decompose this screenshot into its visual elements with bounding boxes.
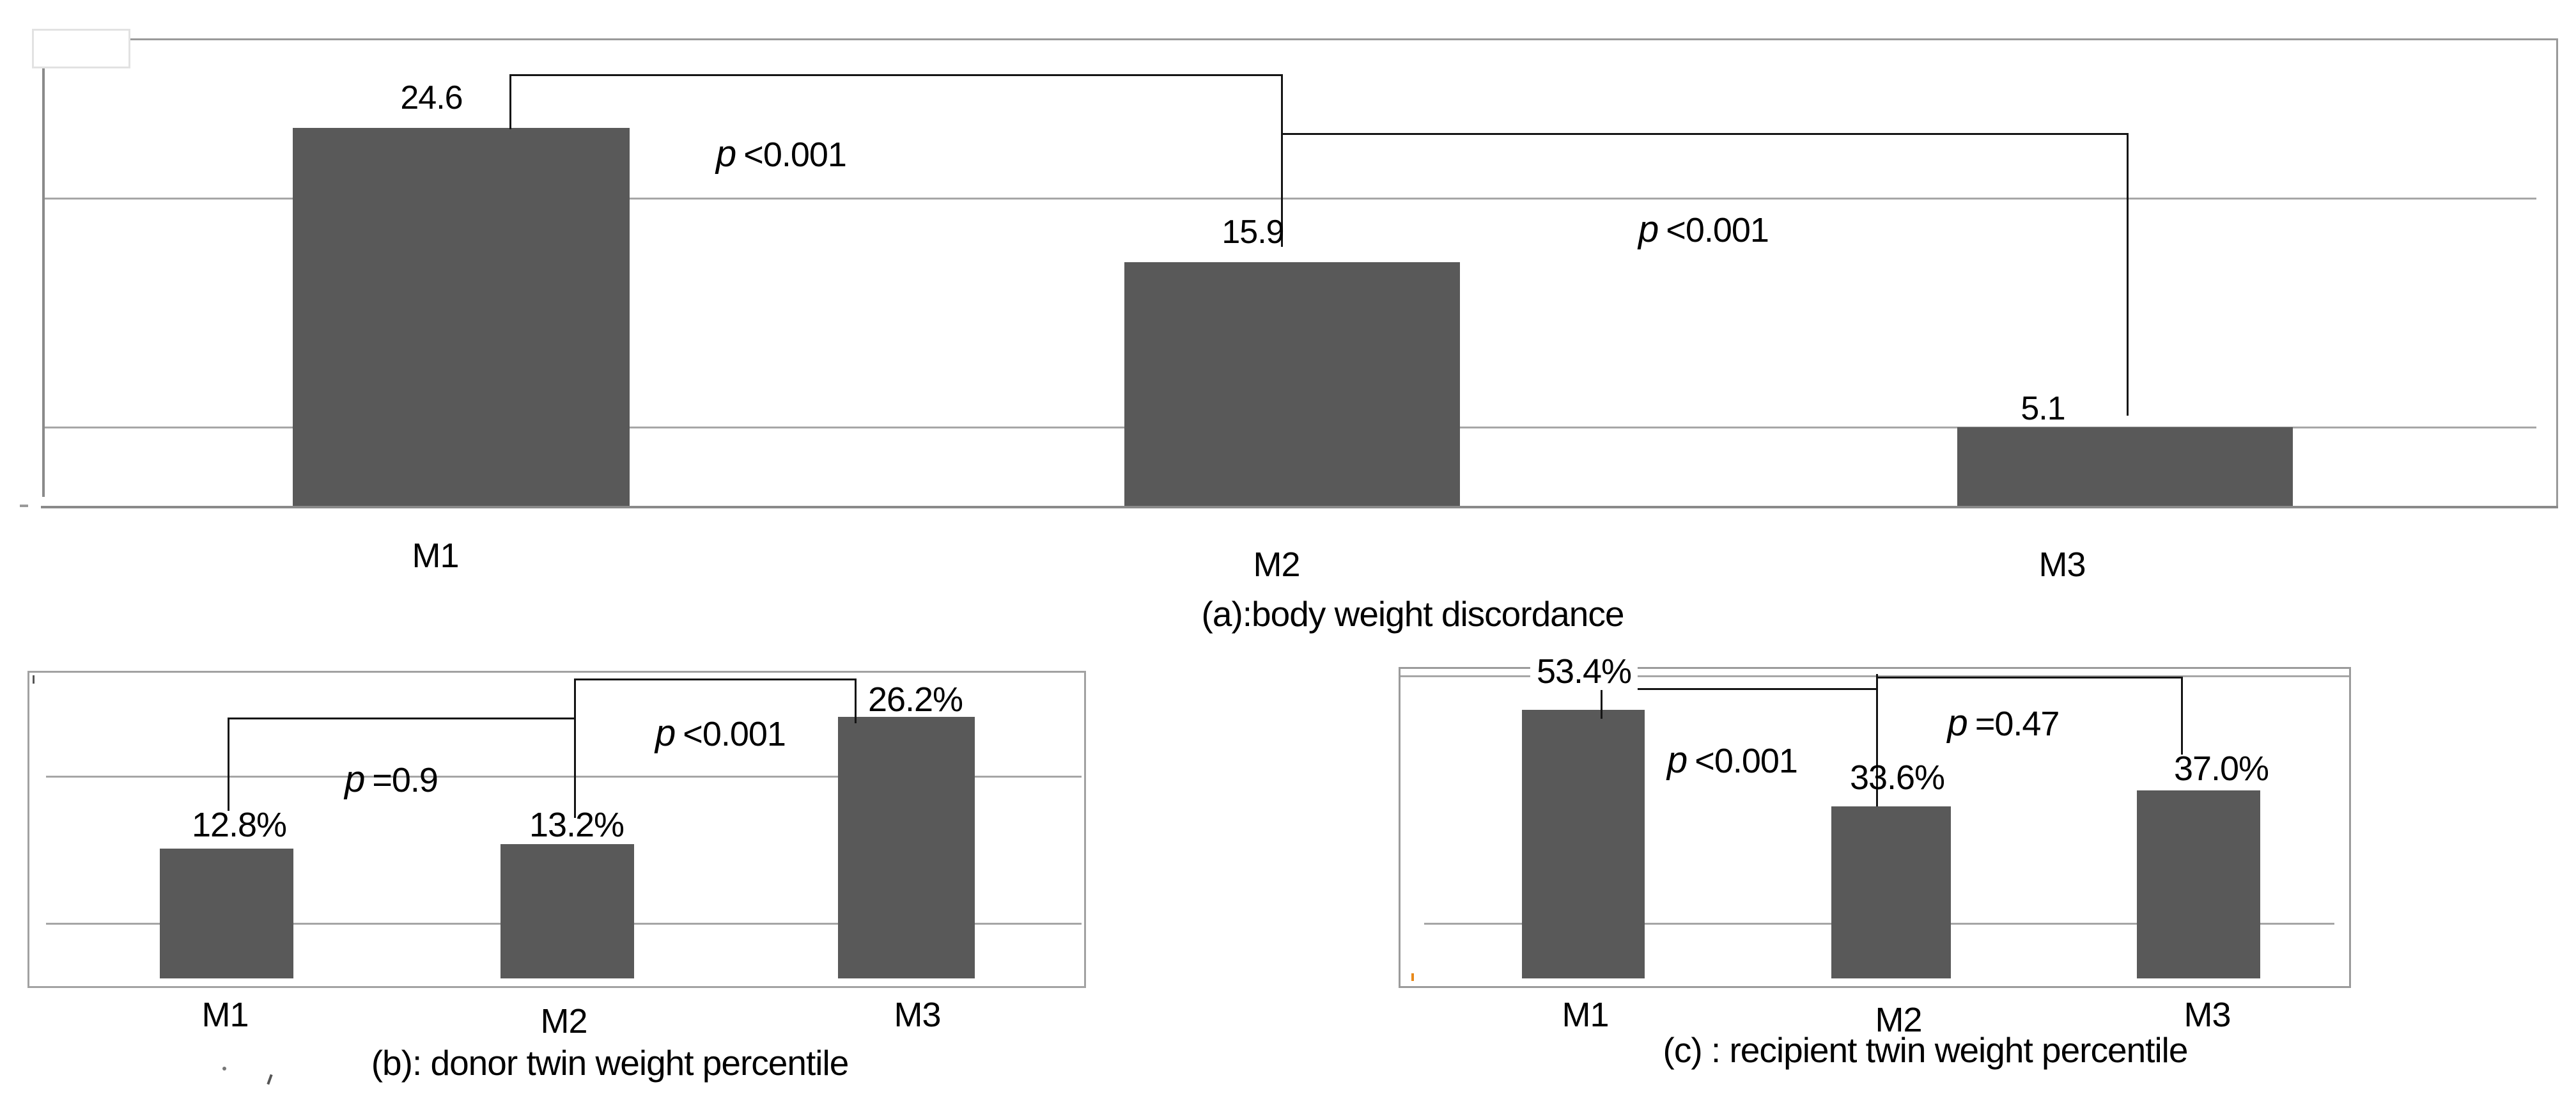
p-text: =0.9 — [372, 761, 438, 799]
p-symbol: p — [1947, 702, 1968, 744]
bracket-c-m2-m3-h — [1876, 677, 2183, 678]
bar-a-m3 — [1957, 427, 2293, 506]
p-symbol: p — [1638, 208, 1659, 250]
category-label-c-m2: M2 — [1875, 1001, 1922, 1039]
p-text: <0.001 — [1666, 211, 1769, 249]
value-label-a-m1: 24.6 — [400, 79, 463, 116]
value-label-c-m3: 37.0% — [2173, 749, 2269, 788]
panel-c-gridline-60 — [1401, 675, 2349, 677]
bracket-c-m2-shared-v — [1876, 674, 1878, 806]
panel-b-caption: (b): donor twin weight percentile — [371, 1043, 850, 1083]
panel-b-gridline-20 — [46, 776, 1082, 778]
category-label-a-m1: M1 — [412, 537, 459, 575]
bar-c-m1 — [1522, 710, 1645, 978]
panel-a-caption: (a):body weight discordance — [1201, 594, 1625, 634]
bracket-b-m1-m2-left-v — [228, 718, 229, 811]
legend-artifact-box — [32, 29, 130, 68]
bar-c-m3 — [2137, 790, 2260, 978]
pvalue-a-m2-m3: p <0.001 — [1638, 211, 1769, 248]
panel-a-y-axis — [42, 68, 45, 497]
category-label-c-m1: M1 — [1562, 996, 1609, 1034]
pvalue-b-m2-m3: p <0.001 — [655, 715, 786, 752]
stray-tick-artifact — [33, 675, 35, 684]
p-text: <0.001 — [683, 715, 786, 753]
bracket-c-m2-m3-right-v — [2181, 677, 2183, 755]
stray-accent-artifact — [267, 1074, 273, 1085]
bar-b-m3 — [838, 717, 975, 978]
bar-c-m2 — [1831, 806, 1951, 978]
bracket-c-m1-m2-h — [1601, 688, 1878, 690]
bracket-b-m2-m3-right-v — [855, 678, 857, 723]
bracket-a-m1-m2-left-v — [509, 74, 511, 129]
bracket-b-m2-shared-v — [574, 678, 576, 818]
category-label-b-m1: M1 — [201, 996, 249, 1034]
bracket-a-m1-m2-h — [509, 74, 1283, 76]
pvalue-c-m2-m3: p =0.47 — [1948, 705, 2060, 742]
stray-orange-artifact — [1411, 973, 1414, 981]
value-label-b-m2: 13.2% — [529, 806, 625, 844]
value-label-b-m1: 12.8% — [191, 806, 287, 844]
p-text: <0.001 — [743, 136, 847, 174]
value-label-a-m3: 5.1 — [2021, 390, 2065, 427]
panel-a-right-border — [2556, 38, 2558, 508]
pvalue-c-m1-m2: p <0.001 — [1667, 739, 1798, 781]
bracket-a-m2-m3-h — [1281, 133, 2129, 135]
bracket-b-m1-m2-h — [228, 718, 576, 719]
category-label-b-m3: M3 — [894, 996, 941, 1034]
bar-a-m2 — [1124, 262, 1460, 506]
stray-dash-artifact — [20, 505, 28, 507]
p-symbol: p — [1667, 739, 1688, 781]
p-symbol: p — [655, 712, 676, 754]
panel-c-caption: (c) : recipient twin weight percentile — [1663, 1030, 2189, 1070]
p-symbol: p — [345, 758, 365, 800]
bracket-a-m1-m2-right-v — [1281, 74, 1283, 247]
stray-dot-artifact — [222, 1067, 226, 1071]
pvalue-b-m1-m2: p =0.9 — [345, 761, 438, 798]
p-text: =0.47 — [1975, 705, 2060, 743]
pvalue-a-m1-m2: p <0.001 — [716, 133, 847, 175]
panel-a-gridline-20 — [45, 198, 2536, 200]
p-symbol: p — [716, 133, 736, 175]
bar-a-m1 — [293, 128, 630, 506]
value-label-b-m3: 26.2% — [867, 680, 963, 719]
bracket-c-m1-m2-left-v — [1601, 688, 1602, 719]
bracket-b-m2-m3-h — [574, 678, 857, 680]
p-text: <0.001 — [1695, 742, 1798, 780]
bracket-a-m2-m3-right-v — [2127, 133, 2129, 416]
panel-b-frame — [27, 671, 1086, 988]
category-label-c-m3: M3 — [2184, 996, 2231, 1034]
category-label-b-m2: M2 — [540, 1002, 587, 1040]
value-label-c-m2: 33.6% — [1849, 758, 1945, 797]
bar-b-m1 — [160, 849, 293, 978]
panel-c-frame — [1399, 667, 2351, 988]
category-label-a-m2: M2 — [1253, 545, 1300, 584]
panel-a-x-axis — [41, 506, 2558, 508]
category-label-a-m3: M3 — [2038, 545, 2086, 584]
value-label-a-m2: 15.9 — [1222, 214, 1284, 251]
panel-a-top-border — [130, 38, 2558, 40]
value-label-c-m1: 53.4% — [1530, 654, 1638, 690]
bar-b-m2 — [500, 844, 634, 978]
